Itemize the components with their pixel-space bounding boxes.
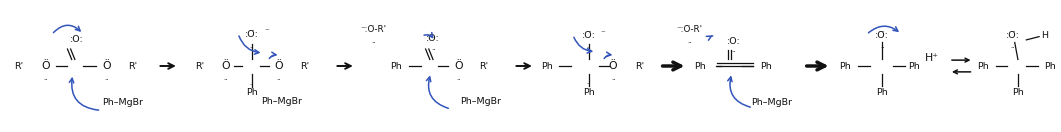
Text: ..: .. [249,43,254,49]
Text: ..: .. [456,75,460,81]
Text: ..: .. [223,75,227,81]
Text: Ph: Ph [694,62,706,70]
Text: Ph: Ph [246,88,258,97]
Text: :Ö:: :Ö: [581,31,595,41]
Text: ⁻: ⁻ [892,28,898,37]
Text: ..: .. [1010,43,1015,49]
Text: :O:: :O: [70,35,84,44]
Text: ..: .. [611,75,615,81]
Text: :Ö:: :Ö: [1006,31,1020,41]
Text: Ö: Ö [221,61,229,71]
Text: ..: .. [688,37,692,44]
Text: R': R' [128,62,138,70]
Text: :O:: :O: [727,37,741,46]
Text: Ph: Ph [541,62,554,70]
Text: R': R' [300,62,310,70]
Text: Ph: Ph [390,62,402,70]
Text: Ph: Ph [1044,62,1056,70]
Text: ..: .. [880,43,885,49]
Text: ⁻:Ö-R': ⁻:Ö-R' [361,25,387,34]
Text: Ph–MgBr: Ph–MgBr [460,97,501,106]
Text: ⁻:Ö-R': ⁻:Ö-R' [676,25,702,34]
Text: Ö: Ö [41,61,50,71]
Text: ..: .. [249,80,254,86]
Text: ..: .. [431,45,435,51]
Text: :Ö:: :Ö: [875,31,889,41]
Text: Ö: Ö [609,61,618,71]
Text: H⁺: H⁺ [925,53,939,63]
Text: R': R' [195,62,205,70]
Text: ⁻: ⁻ [601,29,605,38]
Text: R': R' [636,62,644,70]
Text: R': R' [480,62,488,70]
Text: Ph–MgBr: Ph–MgBr [102,98,143,107]
Text: Ph: Ph [839,62,851,70]
Text: :Ö:: :Ö: [245,30,259,39]
Text: Ph: Ph [1012,88,1024,97]
Text: H: H [1041,31,1048,41]
Text: Ph–MgBr: Ph–MgBr [261,97,302,106]
Text: ..: .. [371,37,376,44]
Text: Ph: Ph [876,88,888,97]
Text: ..: .. [276,75,280,81]
Text: ⁻: ⁻ [264,28,269,37]
Text: Ph: Ph [582,88,594,97]
Text: :O:: :O: [427,34,440,43]
Text: ..: .. [104,75,109,81]
Text: Ph: Ph [908,62,920,70]
Text: ..: .. [42,75,48,81]
Text: ..: .. [587,79,591,85]
Text: ..: .. [732,47,736,53]
Text: Ph–MgBr: Ph–MgBr [751,98,793,107]
Text: Ph: Ph [760,62,771,70]
Text: ..: .. [587,43,591,49]
Text: Ö: Ö [454,61,463,71]
Text: Ö: Ö [274,61,282,71]
Text: Ö: Ö [102,61,111,71]
Text: Ph: Ph [977,62,989,70]
Text: R': R' [14,62,23,70]
